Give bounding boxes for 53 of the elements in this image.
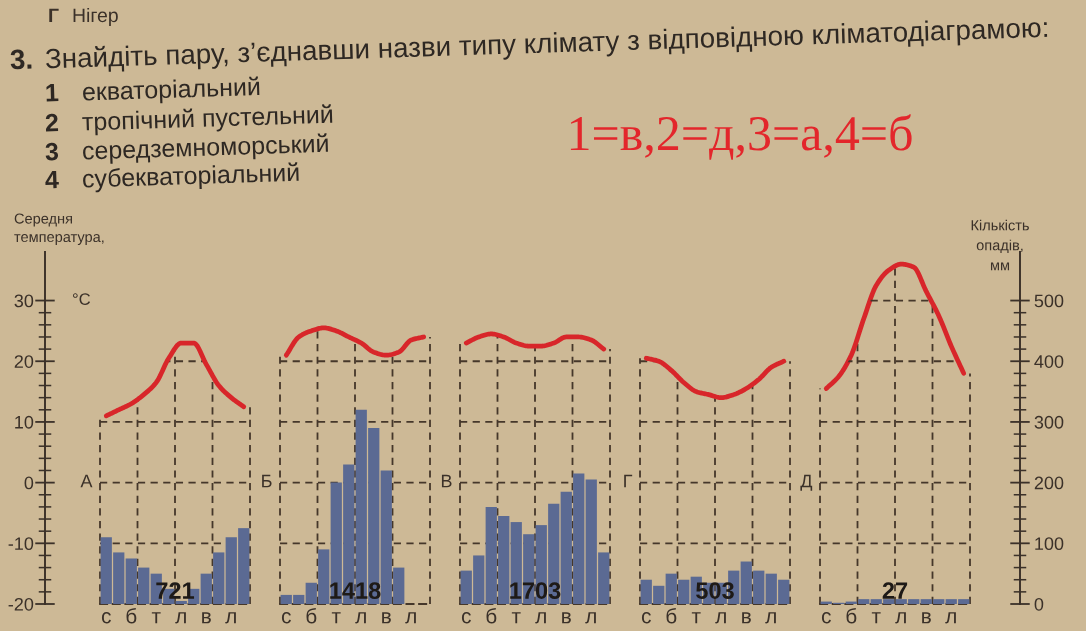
x-tick-label: с (821, 612, 831, 624)
text: Д (800, 474, 813, 491)
x-tick-label: л (895, 612, 906, 624)
y-tick-label: -10 (8, 537, 34, 551)
annotation: 27 (882, 582, 908, 599)
y2-tick-label: 200 (1034, 476, 1064, 490)
x-tick-label: л (765, 612, 776, 624)
x-tick-label: б (306, 607, 317, 624)
x-tick-label: б (486, 607, 497, 624)
x-tick-label: т (331, 612, 341, 624)
y2-tick-label: 400 (1034, 355, 1064, 368)
x-tick-label: в (382, 612, 391, 624)
y2-tick-label: 0 (1034, 597, 1044, 611)
y-tick-label: 10 (15, 415, 34, 429)
x-tick-label: с (281, 612, 291, 624)
x-tick-label: л (225, 612, 236, 624)
x-tick-label: б (666, 607, 677, 624)
x-tick-label: в (742, 612, 751, 624)
text: Г (624, 474, 633, 488)
text: Г Нігер (49, 7, 118, 27)
y2-tick-label: 300 (1034, 415, 1064, 429)
text: 1 екваторіальний (46, 76, 260, 106)
x-tick-label: с (101, 612, 111, 624)
y-tick-label: 30 (14, 294, 34, 308)
x-tick-label: т (151, 612, 161, 624)
y2-tick-label: 500 (1034, 294, 1064, 308)
x-tick-label: б (846, 607, 857, 624)
x-tick-label: л (945, 612, 956, 624)
text: А (80, 474, 93, 488)
y-tick-label: 20 (14, 355, 34, 368)
text: В (441, 474, 452, 488)
x-tick-label: в (562, 612, 571, 624)
y2-tick-label: 100 (1035, 537, 1064, 551)
x-tick-label: т (511, 612, 521, 624)
x-tick-label: л (585, 612, 596, 624)
y-tick-label: -20 (8, 597, 34, 611)
x-tick-label: т (871, 612, 881, 624)
x-tick-label: л (175, 612, 186, 624)
x-tick-label: в (922, 612, 931, 624)
x-tick-label: л (405, 612, 416, 624)
text: 4 субекваторіальний (45, 162, 299, 193)
text: Б (262, 474, 272, 488)
x-tick-label: с (461, 612, 471, 624)
x-tick-label: с (641, 612, 651, 624)
text: 1=в,2=д,3=а,4=б (570, 114, 912, 160)
x-tick-label: л (535, 612, 546, 624)
x-tick-label: л (715, 612, 726, 624)
x-tick-label: л (355, 612, 366, 624)
x-tick-label: т (691, 612, 701, 624)
y-tick-label: 0 (24, 476, 34, 490)
x-tick-label: в (202, 612, 211, 624)
x-tick-label: б (126, 607, 137, 624)
y2-axis-title: Кількість опадів, мм (971, 219, 1029, 271)
